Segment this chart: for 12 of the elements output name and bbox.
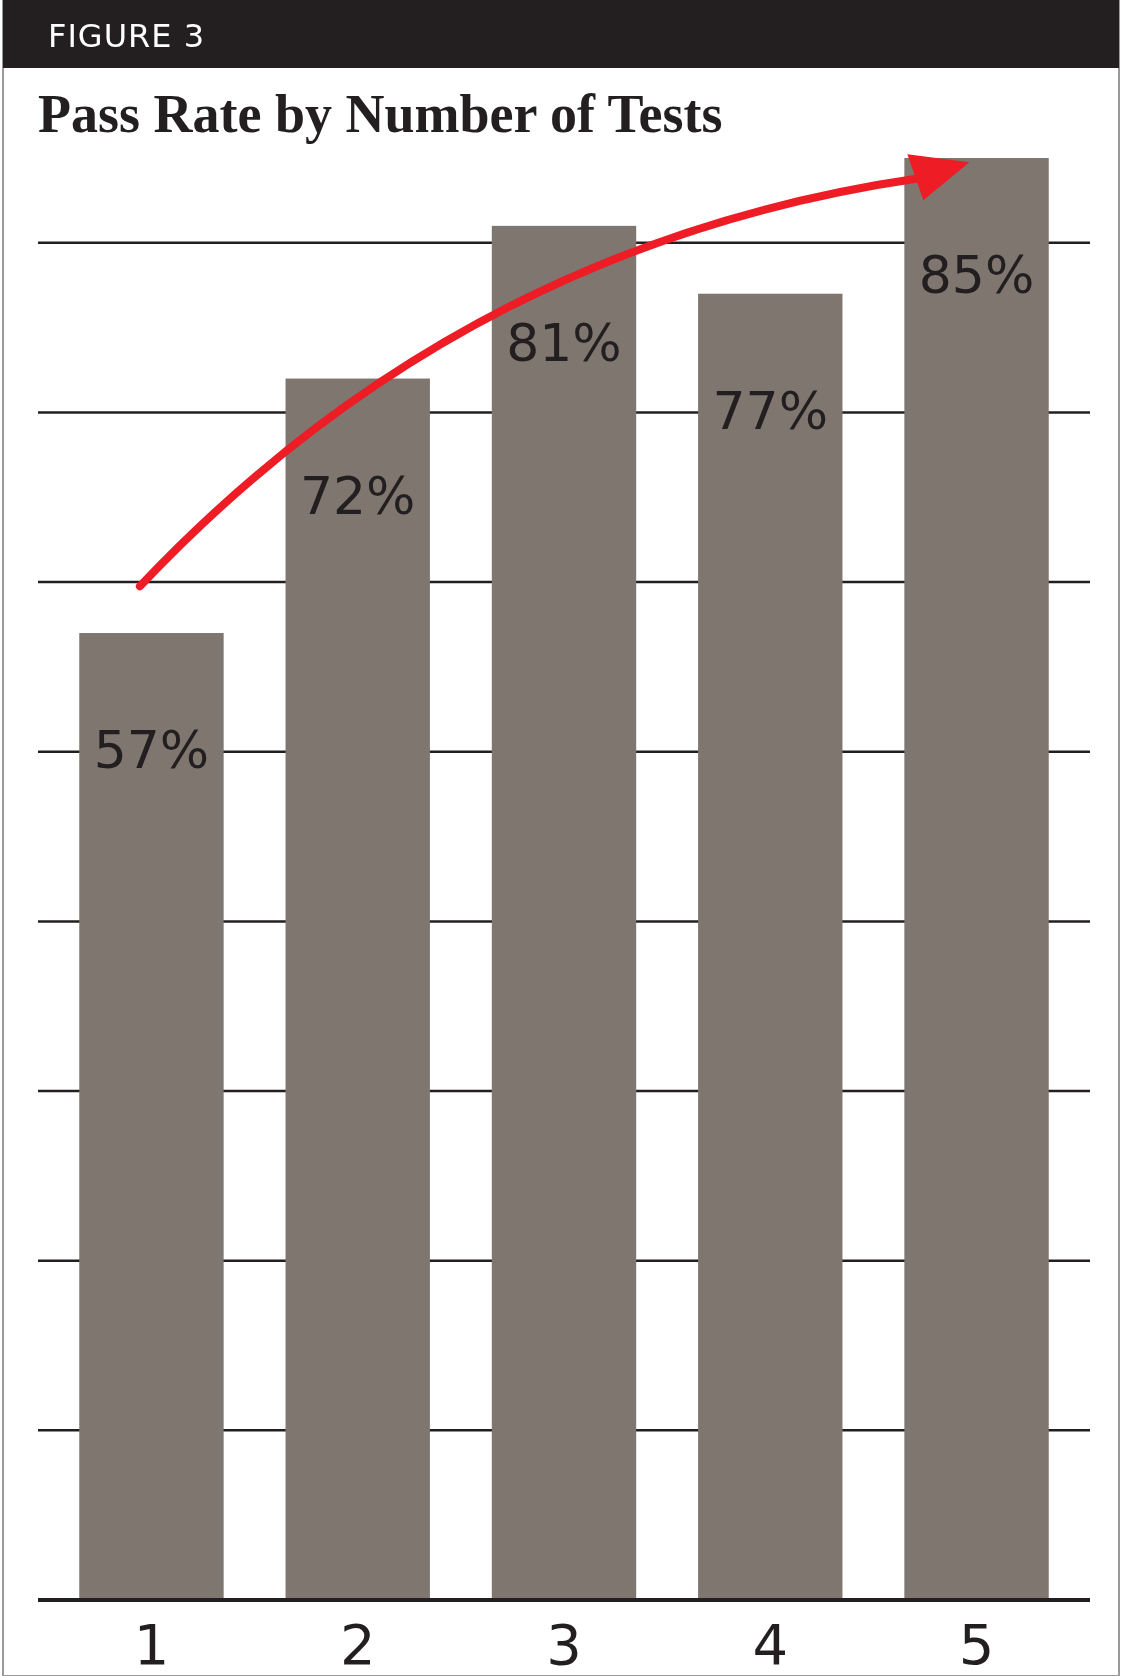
chart-title: Pass Rate by Number of Tests	[38, 84, 723, 144]
x-tick-label: 2	[339, 1612, 376, 1676]
data-label: 57%	[93, 720, 210, 781]
data-label: 85%	[918, 245, 1035, 305]
data-label: 81%	[506, 312, 622, 373]
x-tick-label: 3	[546, 1612, 582, 1676]
x-tick-label: 5	[958, 1612, 995, 1676]
x-tick-label: 1	[133, 1612, 170, 1676]
caption: FIGURE 3	[48, 17, 206, 55]
data-label: 72%	[299, 465, 416, 526]
data-label: 77%	[712, 380, 829, 441]
x-tick-label: 4	[752, 1612, 789, 1676]
